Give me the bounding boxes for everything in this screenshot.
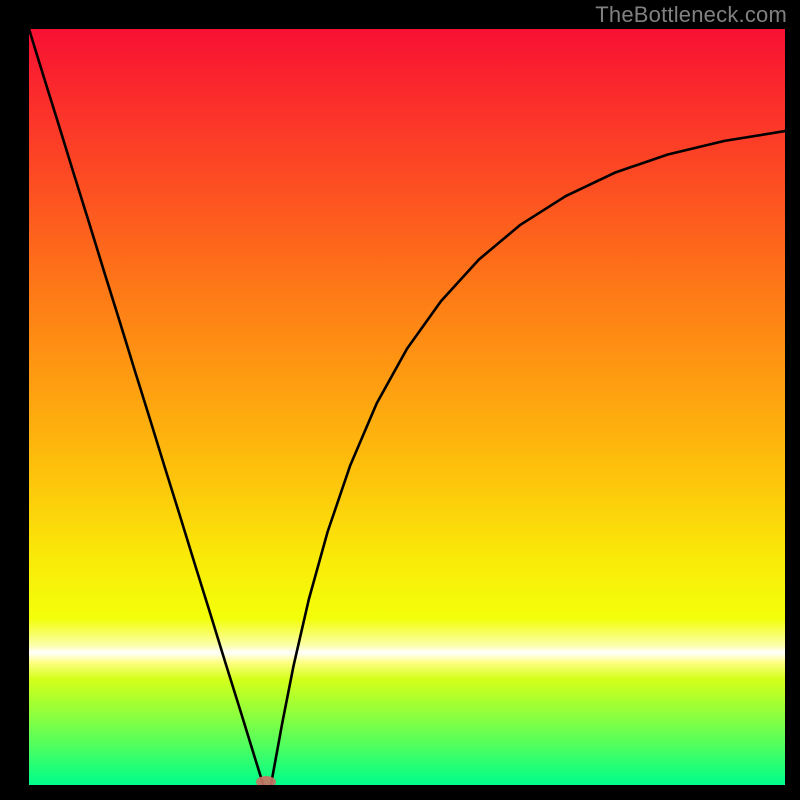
chart-stage: TheBottleneck.com <box>0 0 800 800</box>
minimum-point-marker <box>256 776 276 785</box>
curve-right-branch <box>271 131 785 785</box>
watermark-text: TheBottleneck.com <box>595 2 787 28</box>
curve-svg <box>29 29 785 785</box>
plot-area <box>29 29 785 785</box>
curve-left-branch <box>29 29 263 785</box>
